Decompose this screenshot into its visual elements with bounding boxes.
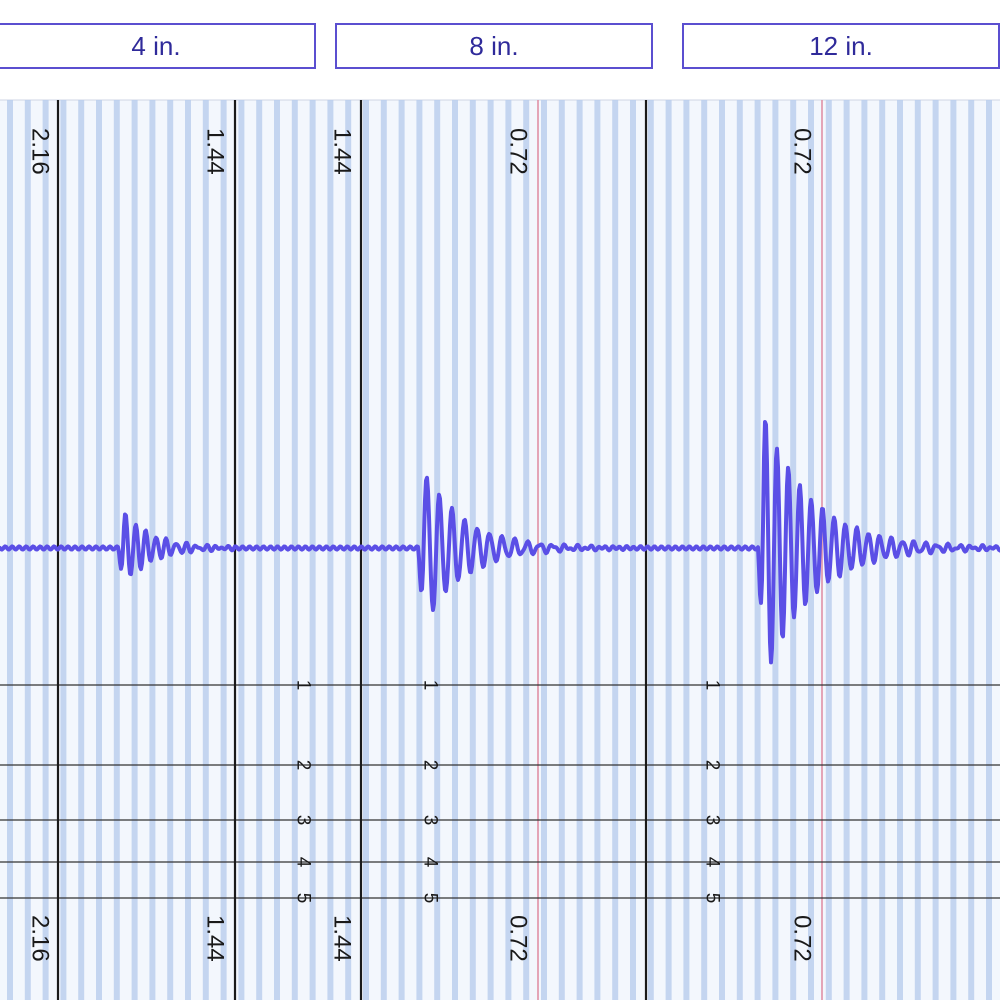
scale-number: 1 — [293, 680, 314, 691]
scale-number: 4 — [702, 857, 723, 868]
label-8-in: 8 in. — [335, 23, 653, 69]
scale-number: 4 — [293, 857, 314, 868]
scale-number: 2 — [293, 760, 314, 771]
tick-label-top: 1.44 — [202, 128, 229, 175]
tick-label-top: 1.44 — [329, 128, 356, 175]
scale-number: 2 — [702, 760, 723, 771]
tick-label-bottom: 1.44 — [329, 915, 356, 962]
tick-label-top: 2.16 — [27, 128, 54, 175]
tick-label-top: 0.72 — [505, 128, 532, 175]
scale-number: 1 — [420, 680, 441, 691]
waveform-trace — [0, 512, 237, 577]
scale-number: 4 — [420, 857, 441, 868]
scale-number: 3 — [702, 815, 723, 826]
waveform-trace — [233, 475, 648, 612]
scale-number: 3 — [293, 815, 314, 826]
tick-label-bottom: 0.72 — [789, 915, 816, 962]
label-4-in: 4 in. — [0, 23, 316, 69]
scale-number: 5 — [420, 893, 441, 904]
label-12-in: 12 in. — [682, 23, 1000, 69]
scale-number: 5 — [702, 893, 723, 904]
scale-number: 5 — [293, 893, 314, 904]
tick-label-bottom: 2.16 — [27, 915, 54, 962]
tick-label-top: 0.72 — [789, 128, 816, 175]
scale-number: 3 — [420, 815, 441, 826]
scale-number: 1 — [702, 680, 723, 691]
tick-label-bottom: 1.44 — [202, 915, 229, 962]
scale-number: 2 — [420, 760, 441, 771]
tick-label-bottom: 0.72 — [505, 915, 532, 962]
waveform-trace — [644, 420, 1000, 665]
